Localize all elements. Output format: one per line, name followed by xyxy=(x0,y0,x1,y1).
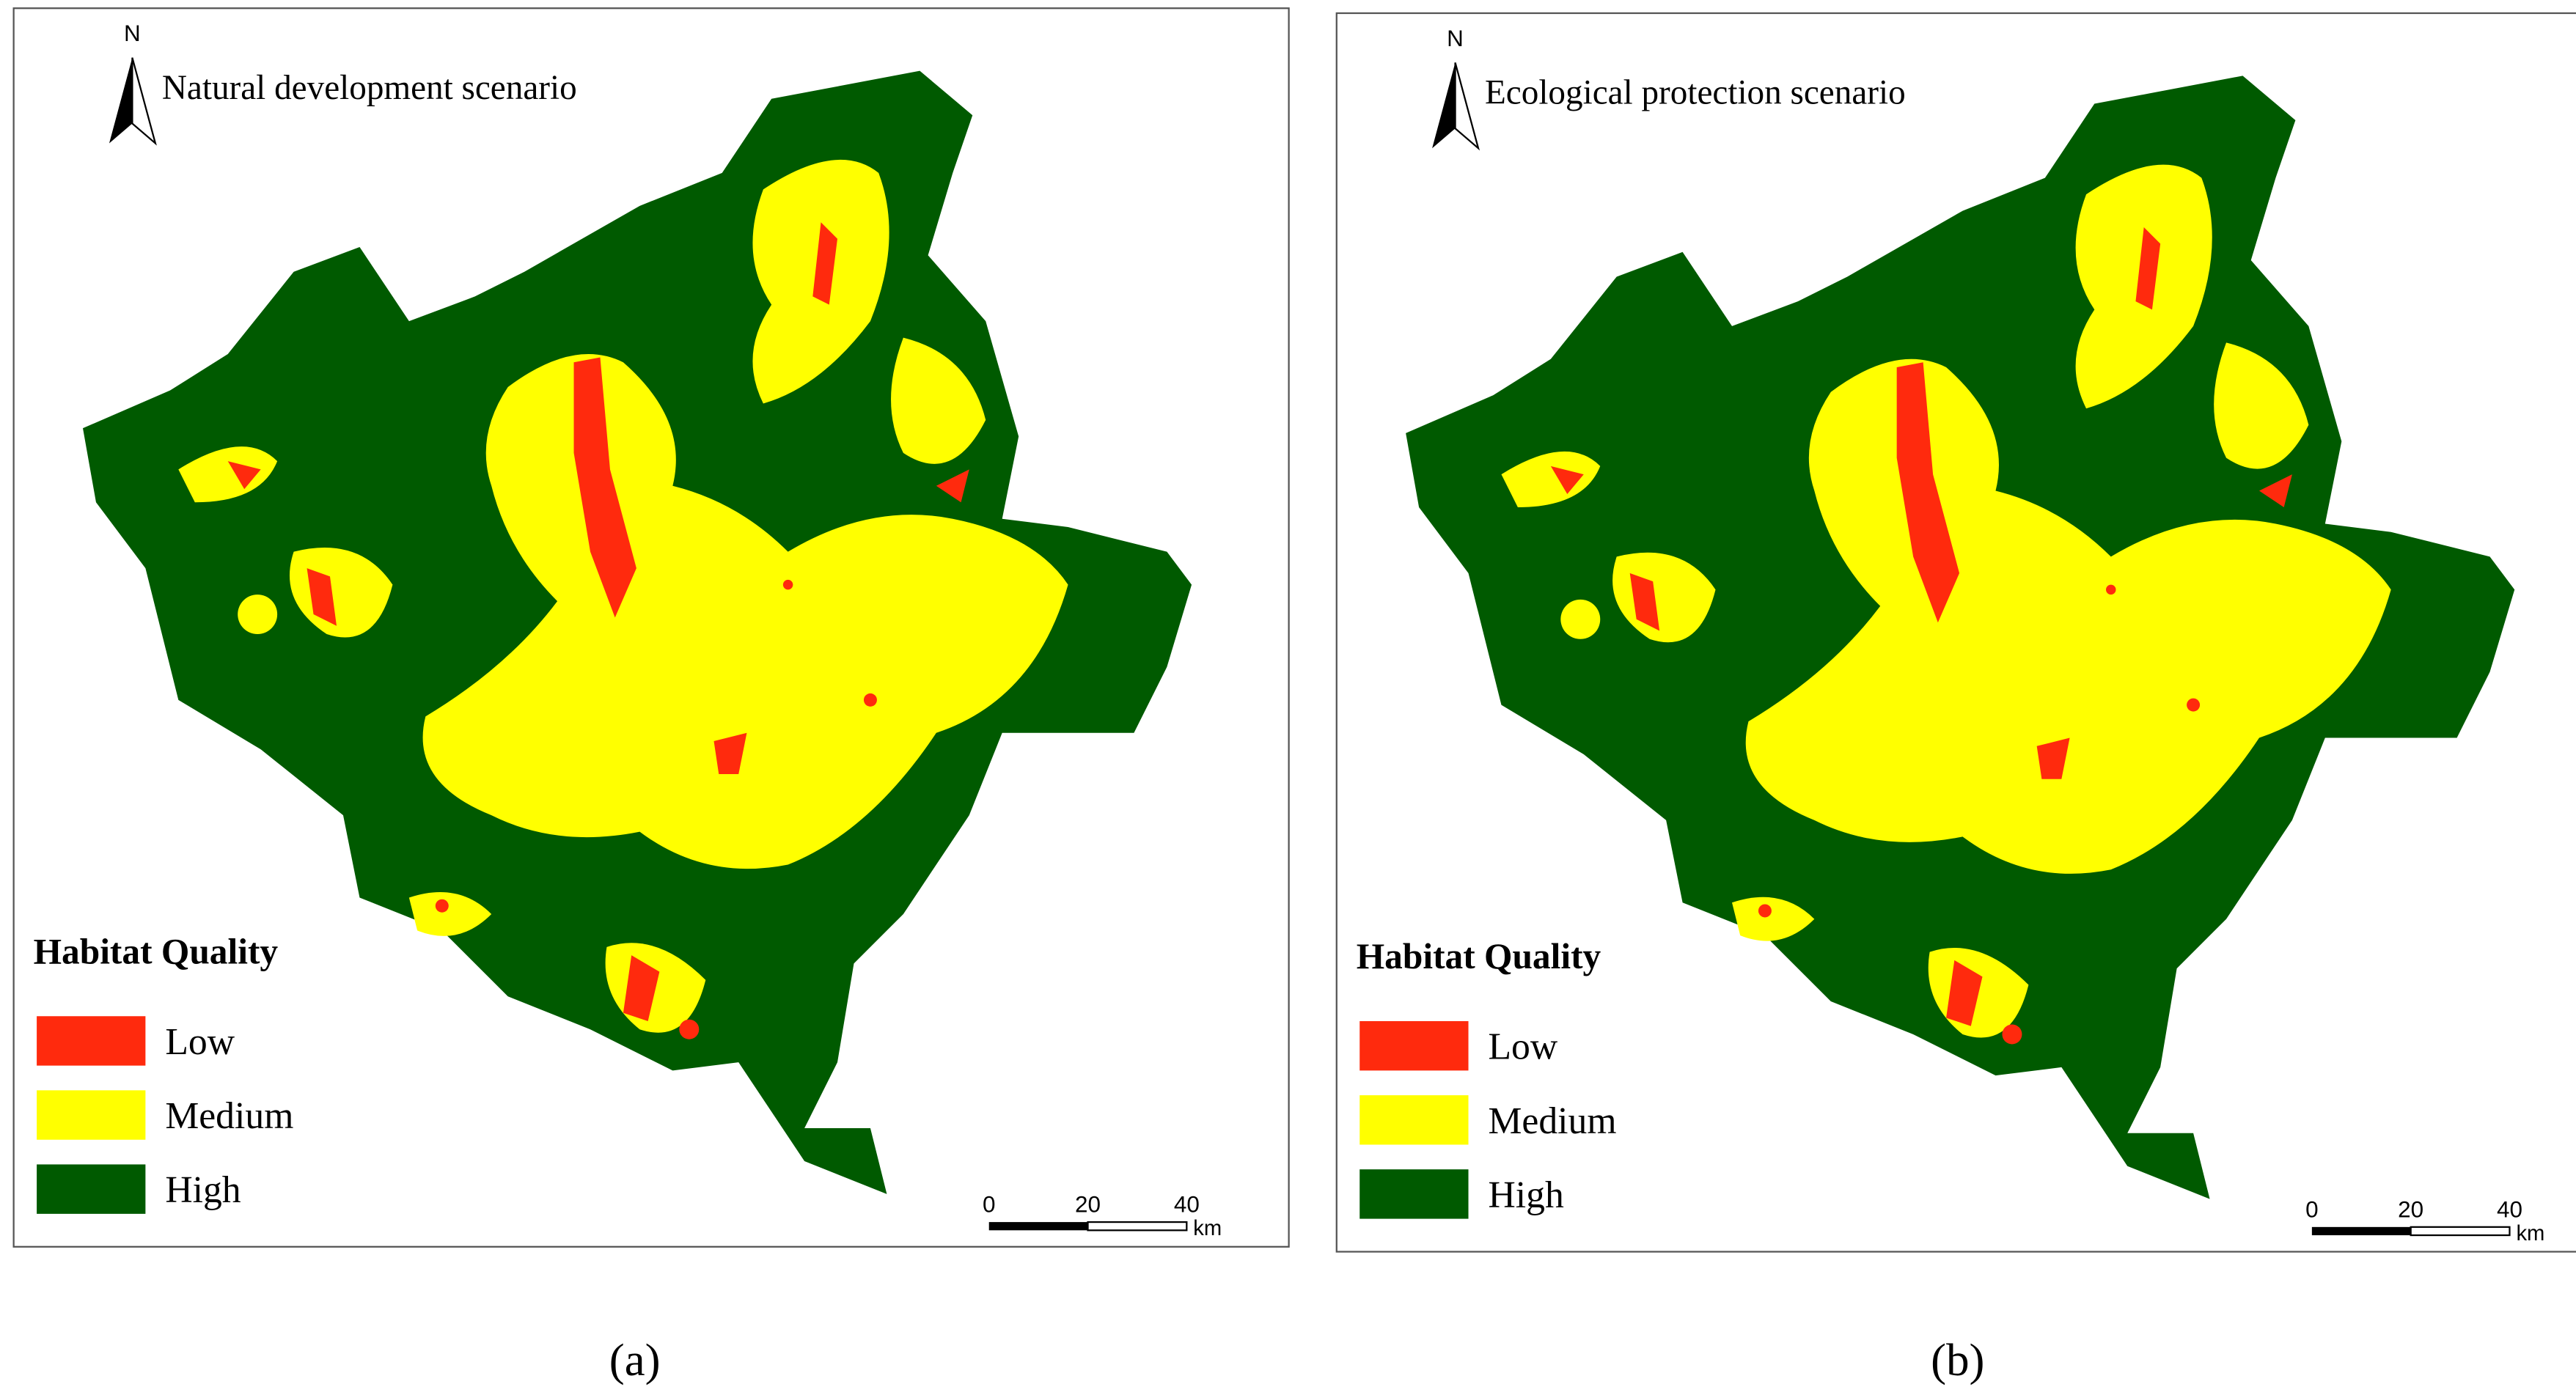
scale-bar-segment xyxy=(1087,1221,1188,1232)
scale-tick-label: 0 xyxy=(983,1192,995,1218)
scale-tick-label: 40 xyxy=(1174,1192,1200,1218)
scale-tick-label: 0 xyxy=(2305,1196,2318,1222)
scale-tick-label: 40 xyxy=(2497,1196,2522,1222)
scale-unit: km xyxy=(2516,1222,2544,1245)
legend-label: Low xyxy=(165,1021,235,1063)
map-panel: N Ecological protection scenario Habitat Q… xyxy=(1335,12,2576,1253)
legend-swatch xyxy=(1359,1169,1469,1219)
legend-swatch xyxy=(37,1090,146,1140)
legend-swatch xyxy=(37,1164,146,1214)
panel-title: Ecological protection scenario xyxy=(1485,74,1906,112)
scale-bar-segment xyxy=(2410,1226,2511,1237)
legend-swatch xyxy=(1359,1020,1469,1071)
legend-label: High xyxy=(1488,1174,1563,1216)
legend-swatch xyxy=(1359,1095,1469,1145)
legend-label: High xyxy=(165,1169,241,1211)
legend-label: Medium xyxy=(1488,1100,1616,1142)
scale-bar-segment xyxy=(988,1222,1088,1231)
north-arrow xyxy=(131,57,157,146)
north-label: N xyxy=(1447,26,1464,51)
legend-label: Low xyxy=(1488,1026,1557,1068)
scale-tick-label: 20 xyxy=(1075,1192,1101,1218)
north-arrow xyxy=(1454,62,1480,151)
panel-caption: (a) xyxy=(609,1334,661,1385)
legend-label: Medium xyxy=(165,1095,293,1137)
legend-title: Habitat Quality xyxy=(34,931,279,971)
map-panel: N Natural development scenario Habitat Qua… xyxy=(12,7,1290,1248)
scale-bar-segment xyxy=(2311,1226,2411,1236)
north-arrow xyxy=(1432,62,1456,149)
scale-tick-label: 20 xyxy=(2398,1196,2423,1222)
legend-swatch xyxy=(37,1016,146,1066)
scale-unit: km xyxy=(1193,1217,1222,1240)
panel-title: Natural development scenario xyxy=(162,69,577,107)
legend-title: Habitat Quality xyxy=(1357,936,1601,976)
north-label: N xyxy=(124,21,141,46)
panel-caption: (b) xyxy=(1931,1334,1984,1385)
